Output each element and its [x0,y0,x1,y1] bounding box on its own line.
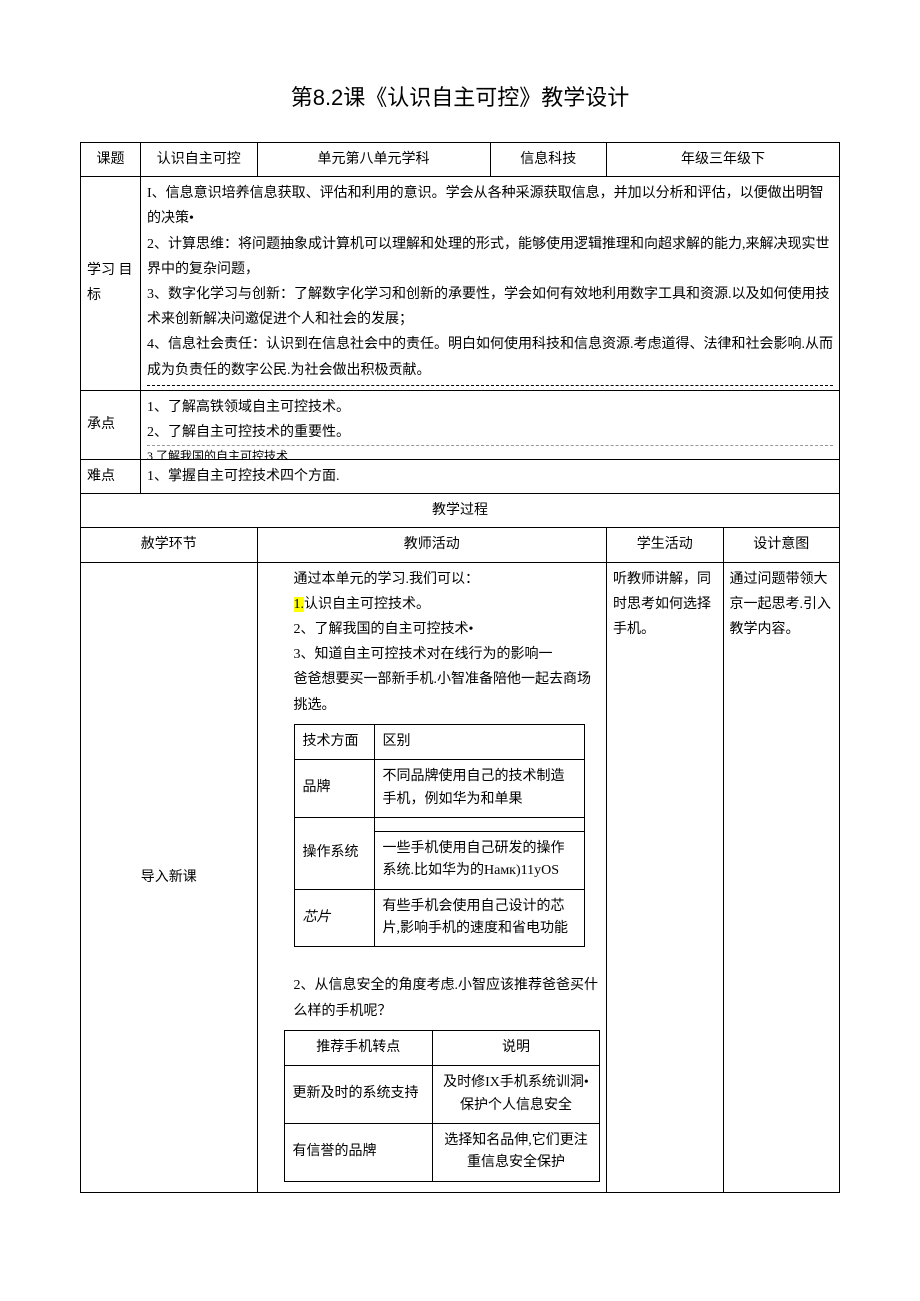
teacher-p2: 2、了解我国的自主可控技术• [264,617,601,642]
table-row: 推荐手机转点 说明 [284,1030,600,1065]
teacher-p4: 爸爸想要买一部新手机.小智准备陪他一起去商场挑选。 [264,667,601,717]
table-row: 品牌 不同品牌使用自己的技术制造手机，例如华为和单果 [294,760,584,818]
header-intent: 设计意图 [723,528,840,562]
chengdian-item: 3 了解我国的自主可控技术 [147,446,833,459]
table-row: 操作系统 一些手机使用自己研发的操作系统.比如华为的Haмк)11yOS [294,817,584,889]
goal-item: 2、计算思维：将问题抽象成计算机可以理解和处理的形式，能够使用逻辑推理和向超求解… [147,232,833,282]
cell: 操作系统 [294,817,374,889]
label-topic: 课题 [81,143,141,177]
design-intent: 通过问题带领大京一起思考.引入教学内容。 [723,562,840,1192]
cell: 更新及时的系统支持 [284,1066,432,1124]
th-rec: 推荐手机转点 [284,1030,432,1065]
table-row: 更新及时的系统支持 及时修IX手机系统训洞•保护个人信息安全 [284,1066,600,1124]
chengdian-content: 1、了解高铁领域自主可控技术。 2、了解自主可控技术的重要性。 3 了解我国的自… [141,390,840,459]
label-goals: 学习 目标 [81,177,141,391]
highlight: 1. [294,597,305,612]
goal-item: 4、信息社会责任：认识到在信息社会中的责任。明白如何使用科技和信息资源.考虑道得… [147,332,833,385]
process-label-row: 教学过程 [81,494,840,528]
chengdian-row: 承点 1、了解高铁领域自主可控技术。 2、了解自主可控技术的重要性。 3 了解我… [81,390,840,459]
goals-content: I、信息意识培养信息获取、评估和利用的意识。学会从各种采源获取信息，并加以分析和… [141,177,840,391]
teacher-p1-text: 认识自主可控技术。 [304,597,430,612]
intro-row: 导入新课 通过本单元的学习.我们可以： 1.认识自主可控技术。 2、了解我国的自… [81,562,840,1192]
label-chengdian: 承点 [81,390,141,459]
unit-value: 单元第八单元学科 [257,143,490,177]
student-activity: 听教师讲解，同时思考如何选择手机。 [607,562,724,1192]
teacher-p3: 3、知道自主可控技术对在线行为的影响一 [264,642,601,667]
table-row: 芯片 有些手机会使用自己设计的芯片,影响手机的速度和省电功能 [294,889,584,947]
teacher-intro: 通过本单元的学习.我们可以： [264,567,601,592]
cell: 不同品牌使用自己的技术制造手机，例如华为和单果 [374,760,584,818]
goal-item: 3、数字化学习与创新：了解数字化学习和创新的承要性，学会如何有效地利用数字工具和… [147,282,833,332]
process-header-row: 赦学环节 教师活动 学生活动 设计意图 [81,528,840,562]
teacher-activity: 通过本单元的学习.我们可以： 1.认识自主可控技术。 2、了解我国的自主可控技术… [257,562,607,1192]
cell: 芯片 [294,889,374,947]
table-row: 有信誉的品牌 选择知名品伸,它们更注重信息安全保护 [284,1124,600,1182]
nandian-content: 1、掌握自主可控技术四个方面. [141,460,840,494]
goal-item: I、信息意识培养信息获取、评估和利用的意识。学会从各种采源获取信息，并加以分析和… [147,181,833,231]
cell: 品牌 [294,760,374,818]
recommend-table: 推荐手机转点 说明 更新及时的系统支持 及时修IX手机系统训洞•保护个人信息安全… [284,1030,601,1182]
lesson-plan-table: 课题 认识自主可控 单元第八单元学科 信息科技 年级三年级下 学习 目标 I、信… [80,142,840,1193]
teacher-q2: 2、从信息安全的角度考虑.小智应该推荐爸爸买什么样的手机呢？ [264,973,601,1023]
header-stage: 赦学环节 [81,528,258,562]
grade-value: 年级三年级下 [607,143,840,177]
tech-table: 技术方面 区别 品牌 不同品牌使用自己的技术制造手机，例如华为和单果 操作系统 … [294,724,585,948]
cell: 有些手机会使用自己设计的芯片,影响手机的速度和省电功能 [374,889,584,947]
header-teacher: 教师活动 [257,528,607,562]
teacher-p1: 1.认识自主可控技术。 [264,592,601,617]
table-row: 技术方面 区别 [294,724,584,759]
label-nandian: 难点 [81,460,141,494]
th-diff: 区别 [374,724,584,759]
th-desc: 说明 [432,1030,599,1065]
header-row: 课题 认识自主可控 单元第八单元学科 信息科技 年级三年级下 [81,143,840,177]
chengdian-item: 2、了解自主可控技术的重要性。 [147,420,833,445]
topic-value: 认识自主可控 [141,143,258,177]
stage-intro: 导入新课 [81,562,258,1192]
cell: 一些手机使用自己研发的操作系统.比如华为的Haмк)11yOS [374,817,584,889]
cell: 及时修IX手机系统训洞•保护个人信息安全 [432,1066,599,1124]
cell: 选择知名品伸,它们更注重信息安全保护 [432,1124,599,1182]
cell-text: 一些手机使用自己研发的操作系统.比如华为的Haмк)11yOS [375,832,584,889]
goals-row: 学习 目标 I、信息意识培养信息获取、评估和利用的意识。学会从各种采源获取信息，… [81,177,840,391]
process-label: 教学过程 [81,494,840,528]
header-student: 学生活动 [607,528,724,562]
th-tech: 技术方面 [294,724,374,759]
page-title: 第8.2课《认识自主可控》教学设计 [80,80,840,112]
cell: 有信誉的品牌 [284,1124,432,1182]
nandian-row: 难点 1、掌握自主可控技术四个方面. [81,460,840,494]
subject-value: 信息科技 [490,143,607,177]
chengdian-item: 1、了解高铁领域自主可控技术。 [147,395,833,420]
